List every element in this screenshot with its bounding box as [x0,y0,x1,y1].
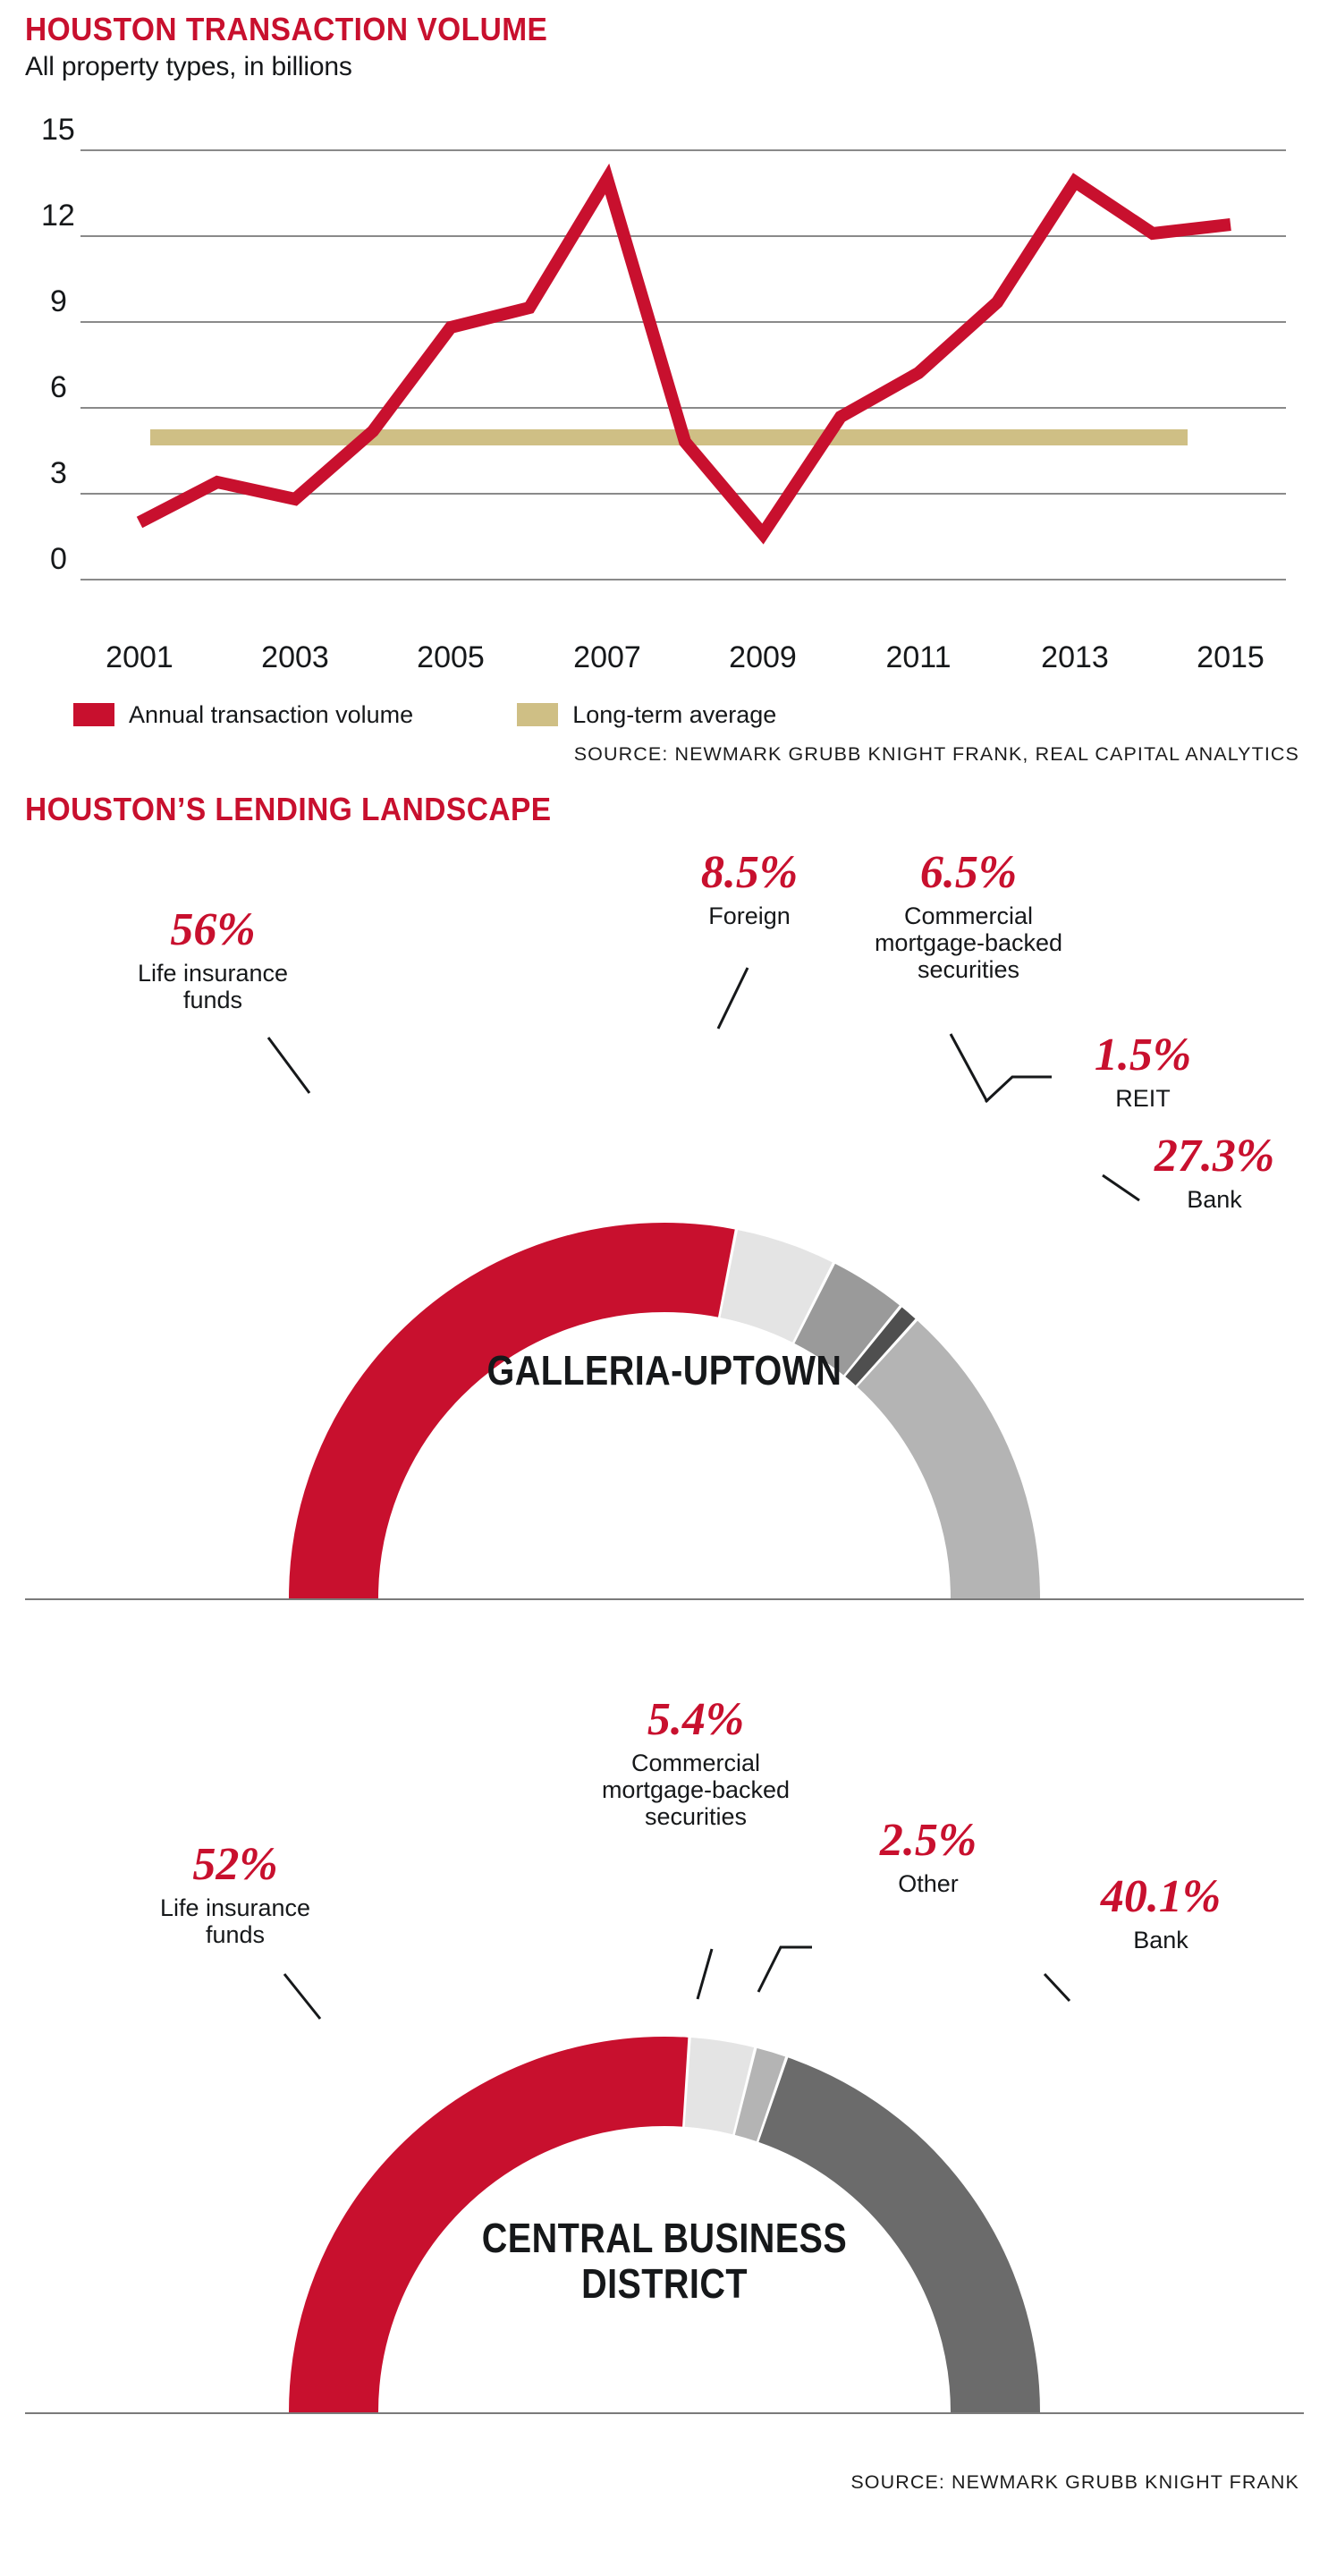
transaction-volume-section: HOUSTON TRANSACTION VOLUME All property … [25,0,1303,766]
caption-line-2: funds [182,986,243,1013]
chart-subtitle: All property types, in billions [25,51,352,81]
y-tick-15: 15 [41,113,75,147]
label-other-2: 2.5% Other [834,1814,1022,1897]
lending-landscape-section: HOUSTON’S LENDING LANDSCAPE 56% Life ins… [25,790,1304,2494]
legend-item-long-term-average[interactable]: Long-term average [517,701,776,729]
label-cmbs-2: 5.4% Commercial mortgage-backed securiti… [579,1693,812,1831]
label-bank-2: 40.1% Bank [1053,1870,1268,1953]
label-life-insurance-funds-2: 52% Life insurance funds [101,1838,369,1948]
x-tick-2015: 2015 [1197,640,1265,674]
line-chart-svg: 15 12 9 6 3 0 [41,113,1286,580]
arc-baseline-mask-1 [25,1598,1304,1643]
caption-line-2: mortgage-backed [874,928,1063,956]
source-line-lending-landscape: SOURCE: NEWMARK GRUBB KNIGHT FRANK [850,2470,1299,2493]
caption-cmbs-1: Commercial mortgage-backed securities [857,902,1080,984]
pct-foreign-1: 8.5% [700,846,799,898]
x-tick-2011: 2011 [885,640,951,674]
y-tick-9: 9 [50,284,67,318]
pct-cmbs-1: 6.5% [919,846,1018,898]
galleria-uptown-center-title: GALLERIA-UPTOWN [486,1346,842,1394]
legend-swatch-red [73,703,114,727]
label-life-insurance-funds-1: 56% Life insurance funds [79,903,347,1013]
arc-baseline-mask-2 [25,2412,1304,2457]
pct-bank-2: 40.1% [1100,1870,1222,1922]
annual-volume-line [136,163,1231,545]
caption-line-2: mortgage-backed [601,1775,791,1803]
label-reit-1: 1.5% REIT [1058,1029,1228,1112]
y-tick-0: 0 [50,542,67,576]
long-term-average-band [150,428,1188,445]
x-tick-2007: 2007 [573,640,641,674]
cbd-center-title-line-1: CENTRAL BUSINESS [481,2214,848,2261]
gridlines [80,148,1286,580]
caption-line-2: funds [205,1920,266,1948]
x-tick-2003: 2003 [261,640,329,674]
x-tick-2005: 2005 [417,640,485,674]
caption-life-insurance-funds-1: Life insurance funds [79,960,347,1013]
caption-bank-1: Bank [1187,1185,1242,1213]
label-cmbs-1: 6.5% Commercial mortgage-backed securiti… [857,846,1080,984]
source-line-transaction-volume: SOURCE: NEWMARK GRUBB KNIGHT FRANK, REAL… [573,742,1299,765]
cbd-center-title-line-2: DISTRICT [581,2260,748,2308]
caption-line-1: Life insurance [137,959,289,987]
pct-cmbs-2: 5.4% [647,1693,745,1745]
central-business-district-donut: 52% Life insurance funds 5.4% Commercial… [25,1679,1304,2457]
x-tick-2009: 2009 [729,640,797,674]
caption-life-insurance-funds-2: Life insurance funds [101,1894,369,1948]
line-chart: 15 12 9 6 3 0 [25,97,1303,687]
label-bank-1: 27.3% Bank [1121,1130,1308,1213]
pct-reit-1: 1.5% [1094,1029,1192,1080]
label-foreign-1: 8.5% Foreign [651,846,848,929]
cbd-center-title: CENTRAL BUSINESS DISTRICT [114,2214,1214,2308]
caption-line-3: securities [917,956,1020,984]
legend-label-annual-volume: Annual transaction volume [129,700,414,728]
caption-line-1: Commercial [903,902,1034,929]
x-tick-2013: 2013 [1041,640,1109,674]
caption-line-1: Commercial [630,1749,761,1776]
y-tick-3: 3 [50,456,67,490]
pct-life-insurance-funds-1: 56% [170,903,256,955]
legend-item-annual-volume[interactable]: Annual transaction volume [73,701,413,729]
caption-reit-1: REIT [1115,1084,1171,1112]
caption-bank-2: Bank [1133,1926,1188,1953]
caption-other-2: Other [898,1869,959,1897]
pct-life-insurance-funds-2: 52% [192,1838,278,1890]
x-tick-2001: 2001 [106,640,173,674]
caption-foreign-1: Foreign [708,902,791,929]
x-axis-labels: 2001 2003 2005 2007 2009 2011 2013 2015 [106,640,1265,674]
pct-bank-1: 27.3% [1154,1130,1275,1182]
pct-other-2: 2.5% [879,1814,977,1866]
y-tick-12: 12 [41,199,75,233]
y-tick-6: 6 [50,370,67,404]
galleria-uptown-donut: 56% Life insurance funds 8.5% Foreign 6.… [25,834,1304,1643]
caption-line-3: securities [644,1803,748,1831]
legend-swatch-tan [517,703,559,727]
cbd-arc [25,2036,1304,2457]
page-title: HOUSTON TRANSACTION VOLUME [25,11,548,47]
legend-label-long-term-average: Long-term average [572,700,777,728]
caption-cmbs-2: Commercial mortgage-backed securities [579,1750,812,1831]
galleria-uptown-arc [25,1222,1304,1643]
chart-legend: Annual transaction volume Long-term aver… [25,701,1303,729]
lending-landscape-title: HOUSTON’S LENDING LANDSCAPE [25,790,552,827]
caption-line-1: Life insurance [159,1894,311,1921]
